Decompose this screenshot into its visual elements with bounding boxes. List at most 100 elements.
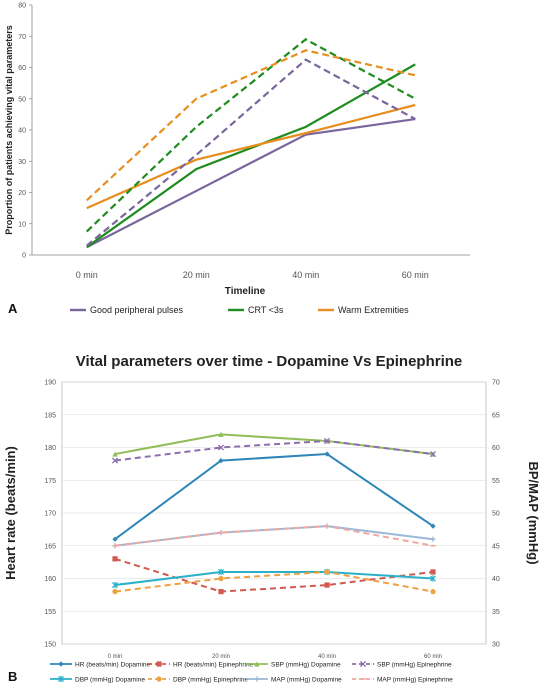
chart-a-series-line-crt-3s xyxy=(86,63,416,249)
chart-b-point-hr-beats-min-epinephrine xyxy=(112,556,118,562)
chart-b-series-line-dbp-mmhg-epinephrine xyxy=(114,570,434,593)
chart-b-y2-tick-label: 45 xyxy=(492,543,500,550)
chart-a-y-tick-label: 70 xyxy=(18,34,26,41)
chart-b-legend-marker-hr-beats-min-epinephrine xyxy=(156,661,162,667)
chart-b-legend: HR (beats/min) Dopamine HR (beats/min) Ep… xyxy=(50,660,453,683)
chart-b-y-tick-label: 185 xyxy=(44,412,56,419)
chart-a-y-tick-label: 30 xyxy=(18,159,26,166)
chart-b-legend-label-sbp-mmhg-dopamine: SBP (mmHg) Dopamine xyxy=(271,661,341,668)
chart-b-title: Vital parameters over time - Dopamine Vs… xyxy=(76,353,463,370)
chart-a-legend: Good peripheral pulses CRT <3s Warm Extrem… xyxy=(70,305,409,315)
chart-b-legend-label-map-mmhg-dopamine: MAP (mmHg) Dopamine xyxy=(271,676,342,683)
chart-b-point-sbp-mmhg-dopamine xyxy=(218,431,224,437)
chart-a-y-tick-label: 60 xyxy=(18,65,26,72)
chart-b-legend-marker-dbp-mmhg-epinephrine xyxy=(156,676,162,682)
chart-a: 0 10 20 30 40 50 60 70 80 0 min 20 min 40 min 60 mi… xyxy=(4,3,470,316)
chart-b-legend-label-dbp-mmhg-dopamine: DBP (mmHg) Dopamine xyxy=(75,676,145,683)
panel-a-label: A xyxy=(8,301,18,316)
chart-b-y-tick-label: 190 xyxy=(44,380,56,387)
chart-a-x-tick-label: 40 min xyxy=(292,270,319,280)
chart-a-x-tick-label: 20 min xyxy=(183,270,210,280)
chart-a-legend-label-good-peripheral-pulses: Good peripheral pulses xyxy=(90,305,184,315)
chart-b-point-sbp-mmhg-epinephrine xyxy=(111,457,119,464)
chart-a-x-tick-label: 60 min xyxy=(402,270,429,280)
chart-a-y-tick-label: 50 xyxy=(18,96,26,103)
chart-b-point-dbp-mmhg-epinephrine xyxy=(430,589,436,595)
chart-b-point-dbp-mmhg-dopamine xyxy=(111,581,119,589)
chart-a-y-tick-label: 0 xyxy=(22,253,26,260)
chart-b-series-line-sbp-mmhg-dopamine xyxy=(114,433,434,456)
chart-a-series-line-warm-extremities xyxy=(86,103,416,210)
chart-b-y-tick-label: 175 xyxy=(44,478,56,485)
chart-a-legend-label-crt-3s: CRT <3s xyxy=(248,305,284,315)
chart-b-point-hr-beats-min-dopamine xyxy=(218,458,224,464)
chart-b-point-hr-beats-min-dopamine xyxy=(430,523,436,529)
chart-a-series-line-6-dashed xyxy=(86,49,416,202)
chart-b-y2-tick-label: 55 xyxy=(492,478,500,485)
chart-b: Vital parameters over time - Dopamine Vs… xyxy=(3,353,539,684)
chart-b-series-line-hr-beats-min-epinephrine xyxy=(114,557,434,593)
chart-b-x-tick-label: 0 min xyxy=(108,654,123,660)
chart-b-y2-tick-label: 40 xyxy=(492,576,500,583)
chart-a-legend-label-warm-extremities: Warm Extremities xyxy=(338,305,409,315)
chart-b-series-line-map-mmhg-epinephrine xyxy=(114,525,434,547)
chart-a-x-axis-label: Timeline xyxy=(225,286,266,297)
chart-b-x-tick-label: 40 min xyxy=(318,654,336,660)
chart-a-y-tick-label: 20 xyxy=(18,190,26,197)
chart-a-y-tick-label: 10 xyxy=(18,221,26,228)
chart-b-point-hr-beats-min-dopamine xyxy=(324,451,330,457)
chart-a-y-tick-label: 80 xyxy=(18,3,26,10)
chart-b-legend-label-dbp-mmhg-epinephrine: DBP (mmHg) Epinephrine xyxy=(173,676,248,683)
chart-b-point-dbp-mmhg-epinephrine xyxy=(218,575,224,582)
chart-b-y2-tick-label: 70 xyxy=(492,380,500,387)
chart-b-y-tick-label: 165 xyxy=(44,543,56,550)
chart-b-y-axis-label: Heart rate (beats/min) xyxy=(3,446,18,580)
chart-b-point-hr-beats-min-epinephrine xyxy=(430,569,436,575)
chart-b-point-dbp-mmhg-epinephrine xyxy=(324,569,330,575)
chart-b-point-sbp-mmhg-dopamine xyxy=(112,451,118,457)
chart-b-y-tick-label: 160 xyxy=(44,576,56,583)
chart-b-series-line-sbp-mmhg-epinephrine xyxy=(114,439,434,462)
chart-b-point-hr-beats-min-epinephrine xyxy=(324,582,330,588)
chart-a-series-line-5-dashed xyxy=(85,38,416,233)
chart-b-legend-label-sbp-mmhg-epinephrine: SBP (mmHg) Epinephrine xyxy=(377,661,452,668)
chart-a-series-line-good-peripheral-pulses xyxy=(86,117,416,249)
chart-b-legend-marker-sbp-mmhg-epinephrine xyxy=(359,660,367,668)
chart-b-legend-marker-dbp-mmhg-dopamine xyxy=(57,675,65,683)
chart-b-legend-label-hr-beats-min-epinephrine: HR (beats/min) Epinephrine xyxy=(173,661,254,668)
chart-b-y-tick-label: 170 xyxy=(44,511,56,518)
chart-b-x-tick-label: 20 min xyxy=(212,654,230,660)
chart-b-point-dbp-mmhg-dopamine xyxy=(217,568,225,576)
chart-b-point-dbp-mmhg-dopamine xyxy=(429,575,437,582)
chart-b-y2-tick-label: 65 xyxy=(492,412,500,419)
chart-a-y-axis-label: Proportion of patients achieving vital p… xyxy=(4,25,14,235)
chart-b-y-tick-label: 155 xyxy=(44,609,56,616)
chart-b-point-map-mmhg-dopamine xyxy=(430,536,436,542)
chart-b-y-tick-label: 180 xyxy=(44,445,56,452)
panel-b-label: B xyxy=(8,669,17,684)
chart-b-y2-tick-label: 60 xyxy=(492,445,500,452)
chart-b-x-tick-label: 60 min xyxy=(424,654,442,660)
chart-a-x-tick-label: 0 min xyxy=(76,270,98,280)
chart-b-y2-tick-label: 35 xyxy=(492,609,500,616)
chart-b-point-sbp-mmhg-epinephrine xyxy=(323,437,331,445)
chart-b-y2-tick-label: 30 xyxy=(492,642,500,649)
chart-b-series-line-hr-beats-min-dopamine xyxy=(114,453,434,541)
chart-a-series-line-4-dashed xyxy=(86,58,416,247)
chart-b-y-tick-label: 150 xyxy=(44,642,56,649)
chart-b-point-sbp-mmhg-epinephrine xyxy=(217,444,225,451)
chart-b-point-dbp-mmhg-epinephrine xyxy=(112,589,118,595)
chart-b-legend-marker-map-mmhg-dopamine xyxy=(254,676,260,682)
chart-b-y2-axis-label: BP/MAP (mmHg) xyxy=(526,461,539,564)
chart-a-y-tick-label: 40 xyxy=(18,128,26,135)
chart-b-legend-label-map-mmhg-epinephrine: MAP (mmHg) Epinephrine xyxy=(377,676,453,683)
chart-b-legend-label-hr-beats-min-dopamine: HR (beats/min) Dopamine xyxy=(75,661,151,668)
chart-b-legend-marker-hr-beats-min-dopamine xyxy=(58,661,64,667)
chart-b-point-sbp-mmhg-epinephrine xyxy=(429,450,437,458)
chart-b-series-line-dbp-mmhg-dopamine xyxy=(114,570,434,587)
chart-b-point-hr-beats-min-dopamine xyxy=(112,536,118,542)
chart-b-y2-tick-label: 50 xyxy=(492,511,500,518)
chart-b-point-hr-beats-min-epinephrine xyxy=(218,589,224,595)
chart-b-legend-marker-sbp-mmhg-dopamine xyxy=(254,661,260,667)
